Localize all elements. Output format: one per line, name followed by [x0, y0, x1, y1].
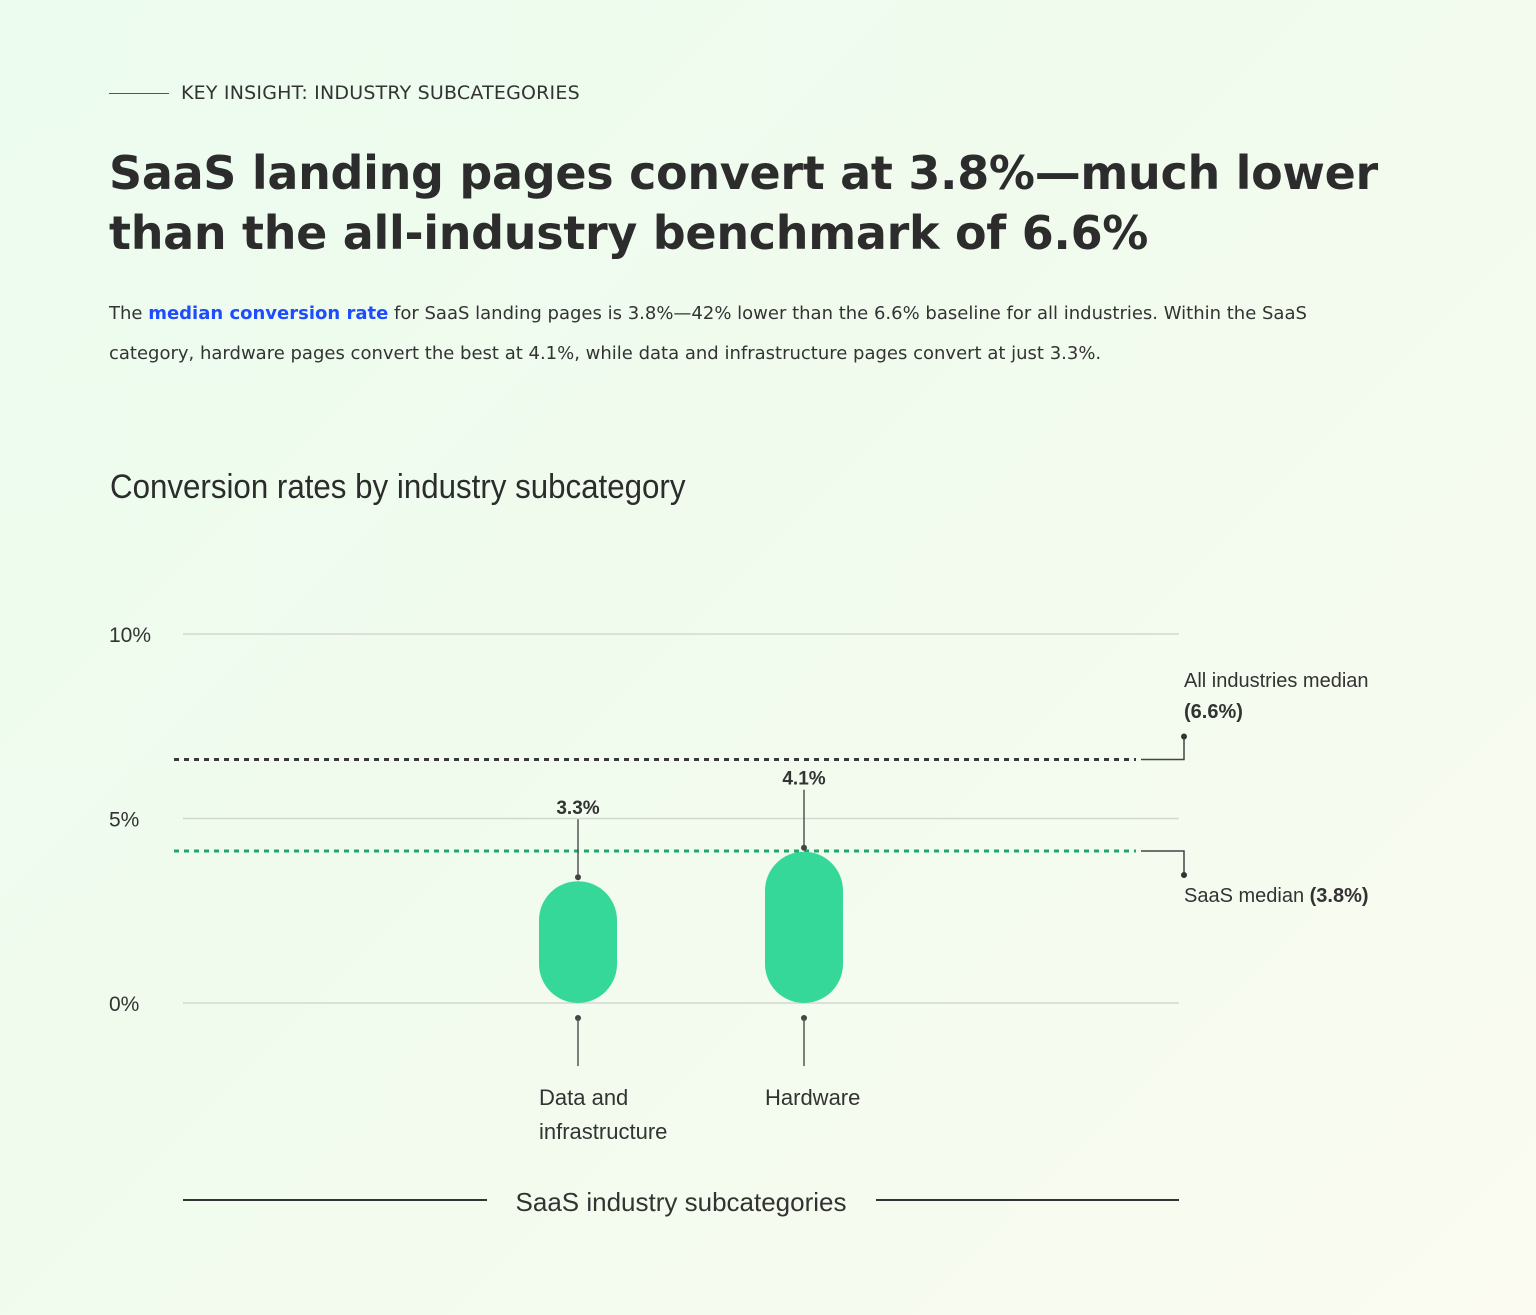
x-axis-title: SaaS industry subcategories — [516, 1187, 847, 1217]
eyebrow-text: KEY INSIGHT: INDUSTRY SUBCATEGORIES — [181, 82, 580, 104]
connector-dot — [1181, 872, 1187, 878]
eyebrow-rule — [109, 92, 169, 94]
reference-label: All industries median — [1184, 670, 1369, 692]
data-label: 4.1% — [782, 769, 825, 790]
headline: SaaS landing pages convert at 3.8%—much … — [109, 146, 1378, 260]
reference-value: (6.6%) — [1184, 701, 1243, 723]
eyebrow: KEY INSIGHT: INDUSTRY SUBCATEGORIES — [109, 82, 580, 104]
y-tick-label: 5% — [109, 809, 139, 832]
connector-dot — [1181, 733, 1187, 740]
leader-dot — [575, 874, 581, 881]
leader-dot — [801, 844, 807, 851]
median-conversion-rate-link[interactable]: median conversion rate — [148, 303, 389, 324]
chart-title: Conversion rates by industry subcategory — [110, 468, 686, 506]
category-label: Data and — [539, 1085, 628, 1110]
category-label: infrastructure — [539, 1119, 667, 1144]
reference-connector — [1141, 736, 1185, 761]
lead-paragraph: The median conversion rate for SaaS land… — [109, 294, 1369, 374]
y-tick-label: 10% — [109, 624, 151, 647]
reference-label: SaaS median (3.8%) — [1184, 885, 1369, 907]
lead-prefix: The — [109, 303, 149, 324]
lead-suffix: for SaaS landing pages is 3.8%—42% lower… — [109, 303, 1307, 364]
reference-label-text: SaaS median — [1184, 885, 1310, 907]
bar-hardware — [765, 851, 843, 1003]
reference-value: (3.8%) — [1310, 885, 1369, 907]
reference-connector — [1141, 850, 1185, 875]
data-label: 3.3% — [556, 798, 599, 819]
bar-data-and-infrastructure — [539, 881, 617, 1003]
category-label: Hardware — [765, 1085, 860, 1110]
y-tick-label: 0% — [109, 993, 139, 1016]
